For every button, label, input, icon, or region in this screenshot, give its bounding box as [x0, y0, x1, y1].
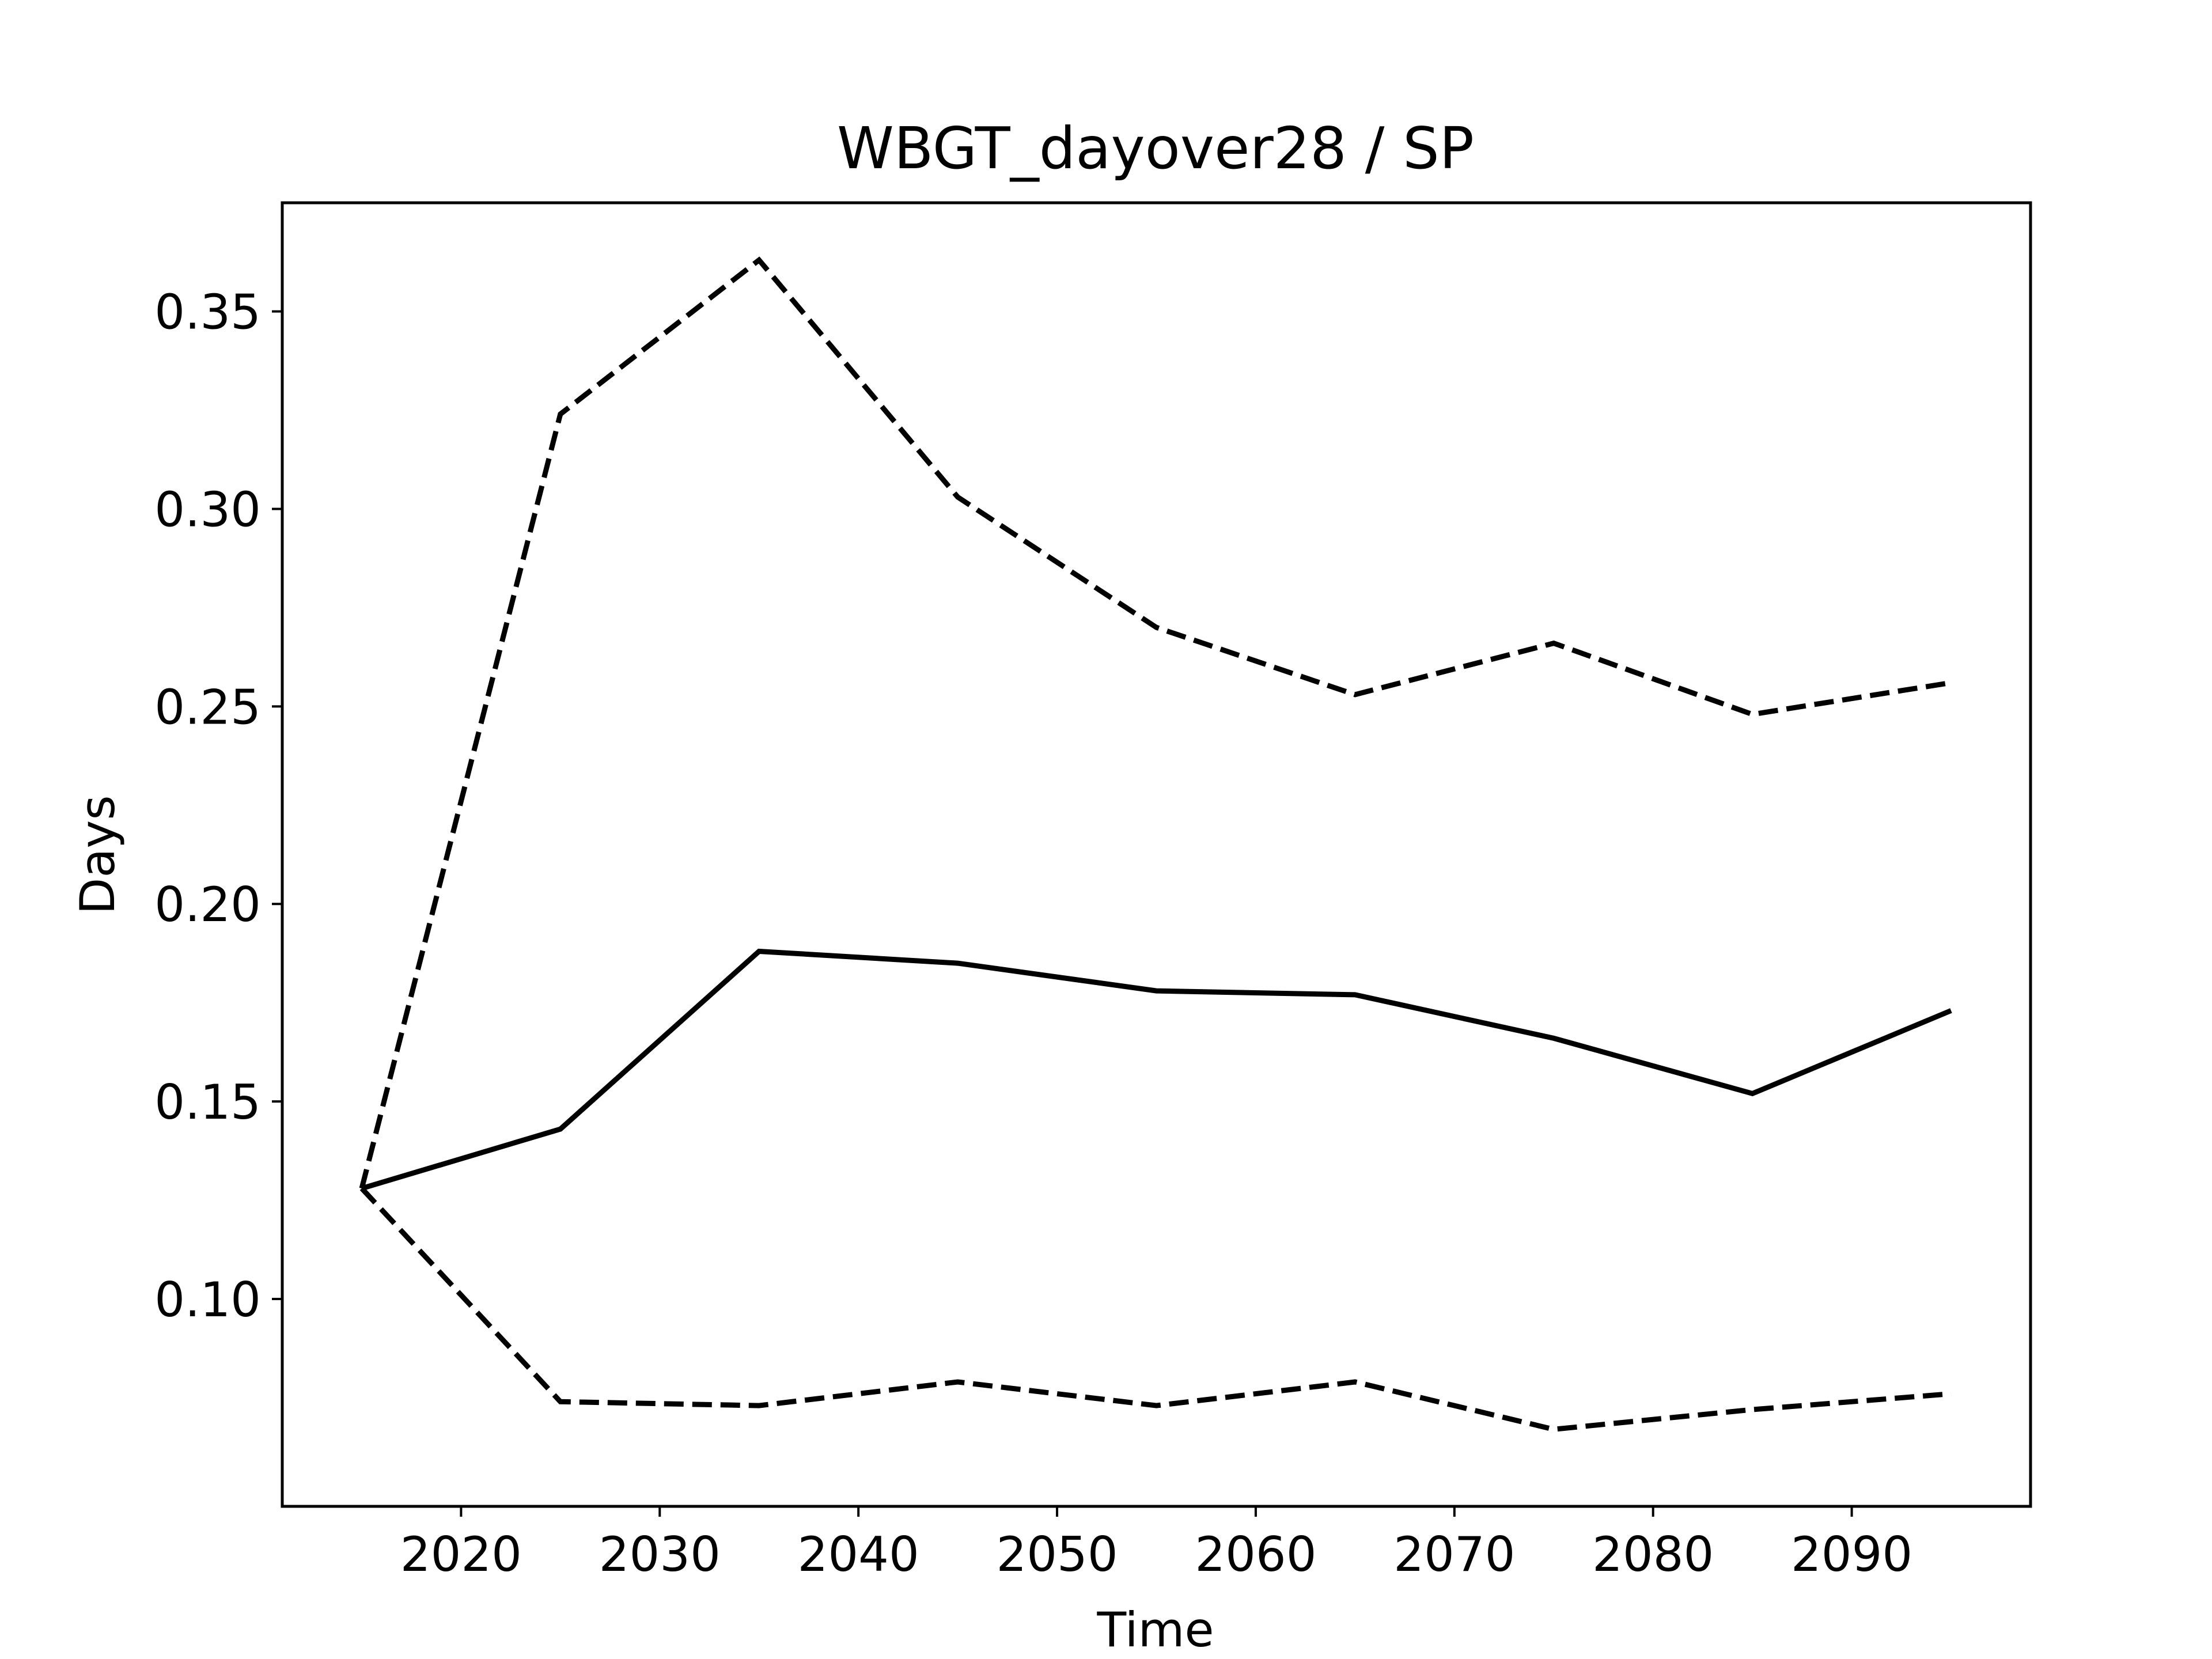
series-lines — [359, 256, 1952, 1432]
x-tick-label: 2070 — [1393, 1527, 1515, 1582]
chart-title: WBGT_dayover28 / SP — [837, 115, 1474, 182]
y-tick-label: 0.35 — [154, 285, 261, 340]
x-tick-label: 2090 — [1791, 1527, 1912, 1582]
series-line-2 — [359, 256, 1952, 1190]
x-tick-label: 2030 — [599, 1527, 721, 1582]
x-tick-label: 2020 — [400, 1527, 522, 1582]
series-line-1 — [361, 948, 1952, 1191]
x-tick-label: 2060 — [1195, 1527, 1316, 1582]
x-axis: 2020 2030 2040 2050 2060 2070 2080 2090 — [400, 1506, 1912, 1582]
x-tick-label: 2080 — [1592, 1527, 1714, 1582]
plot-frame — [281, 201, 2032, 1508]
series-line-3 — [359, 1186, 1952, 1432]
y-axis-label: Days — [70, 795, 126, 914]
y-tick-label: 0.10 — [154, 1272, 261, 1328]
y-tick-label: 0.15 — [154, 1074, 261, 1130]
y-axis: 0.10 0.15 0.20 0.25 0.30 0.35 — [154, 285, 282, 1328]
y-tick-label: 0.25 — [154, 679, 261, 735]
x-tick-label: 2040 — [798, 1527, 919, 1582]
x-tick-label: 2050 — [996, 1527, 1118, 1582]
x-axis-label: Time — [1096, 1602, 1214, 1658]
y-tick-label: 0.30 — [154, 482, 261, 537]
y-tick-label: 0.20 — [154, 877, 261, 933]
